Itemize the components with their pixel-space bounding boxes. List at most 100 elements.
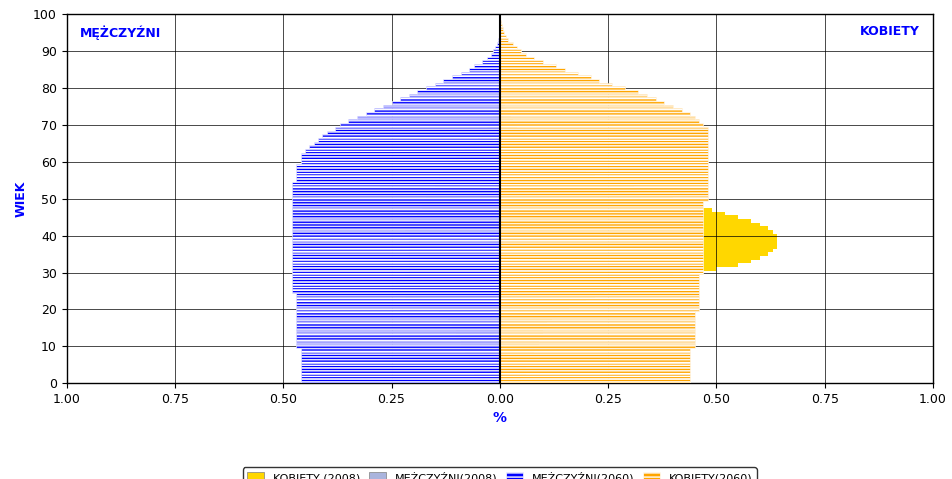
Bar [500,234,704,238]
Bar [500,86,625,90]
Bar [296,179,500,182]
Bar [357,116,500,119]
Bar [292,263,500,267]
Bar [500,278,699,282]
Bar [418,90,500,94]
Bar [500,131,707,134]
Bar [500,149,707,153]
Bar [296,297,500,300]
Bar [292,278,500,282]
Bar [422,304,500,308]
Bar [500,145,707,149]
Bar [301,156,500,160]
Bar [500,116,695,119]
Bar [495,112,500,116]
Bar [500,374,526,377]
Bar [408,238,500,241]
Bar [374,108,500,112]
Bar [500,97,656,101]
Bar [296,171,500,175]
Bar [474,142,500,145]
Bar [500,175,595,179]
Bar [301,355,500,359]
Bar [500,297,595,300]
Bar [500,82,612,86]
Bar [500,326,695,330]
Bar [500,64,556,68]
Bar [500,249,704,252]
Bar [500,123,515,127]
Bar [391,101,500,105]
Bar [418,216,500,219]
Bar [469,68,500,71]
Bar [500,171,586,175]
Bar [500,322,695,326]
Bar [500,289,699,293]
Bar [500,359,530,363]
Bar [292,282,500,285]
Bar [500,164,569,168]
Bar [408,271,500,274]
Bar [493,49,500,53]
Bar [500,227,704,230]
Bar [500,238,777,241]
Bar [305,149,500,153]
Bar [500,75,591,79]
Bar [500,355,690,359]
Bar [408,223,500,227]
Bar [500,297,699,300]
Text: MĘŻCZYŹNI: MĘŻCZYŹNI [80,25,161,40]
Bar [500,333,695,337]
Bar [435,182,500,186]
Bar [469,355,500,359]
Bar [296,175,500,179]
Bar [418,212,500,216]
Bar [500,138,707,142]
Bar [452,326,500,330]
Bar [426,86,500,90]
Bar [500,238,704,241]
Bar [500,101,664,105]
Bar [408,263,500,267]
Bar [500,359,690,363]
Bar [500,377,690,381]
Bar [469,145,500,149]
Bar [500,333,543,337]
Bar [292,230,500,234]
Bar [500,197,673,201]
Bar [500,53,526,57]
Bar [500,311,695,315]
Bar [301,366,500,370]
Bar [500,31,505,34]
Bar [500,285,699,289]
Bar [500,186,634,190]
Bar [296,333,500,337]
Bar [292,208,500,212]
Bar [500,142,707,145]
Bar [500,227,768,230]
Bar [292,234,500,238]
Bar [500,101,505,105]
Bar [500,94,647,97]
Bar [405,274,500,278]
Bar [413,219,500,223]
Bar [500,112,508,116]
Bar [500,344,695,348]
Bar [301,352,500,355]
Bar [292,245,500,249]
Bar [461,153,500,156]
Bar [500,282,630,285]
Bar [447,164,500,168]
Bar [408,94,500,97]
Bar [500,212,704,216]
Bar [500,179,707,182]
Bar [500,142,534,145]
Bar [292,289,500,293]
Bar [500,127,707,131]
Bar [500,344,539,348]
Bar [478,138,500,142]
Bar [422,205,500,208]
Bar [500,190,707,193]
Bar [301,381,500,385]
Bar [296,322,500,326]
